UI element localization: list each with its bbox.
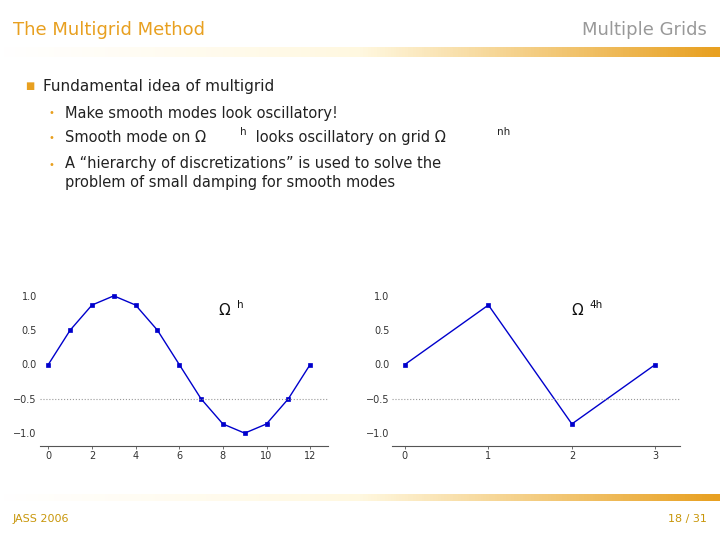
Text: h: h [237, 300, 243, 310]
Text: JASS 2006: JASS 2006 [13, 515, 69, 524]
Text: problem of small damping for smooth modes: problem of small damping for smooth mode… [65, 175, 395, 190]
Text: looks oscillatory on grid Ω: looks oscillatory on grid Ω [251, 130, 445, 145]
Text: Ω: Ω [218, 303, 230, 318]
Text: •: • [49, 109, 55, 118]
Text: Fundamental idea of multigrid: Fundamental idea of multigrid [43, 79, 274, 94]
Text: Make smooth modes look oscillatory!: Make smooth modes look oscillatory! [65, 106, 338, 121]
Text: Multiple Grids: Multiple Grids [582, 21, 707, 39]
Text: 18 / 31: 18 / 31 [668, 515, 707, 524]
Text: Smooth mode on Ω: Smooth mode on Ω [65, 130, 206, 145]
Text: The Multigrid Method: The Multigrid Method [13, 21, 205, 39]
Text: h: h [240, 127, 247, 137]
Text: 4h: 4h [590, 300, 603, 310]
Text: A “hierarchy of discretizations” is used to solve the: A “hierarchy of discretizations” is used… [65, 156, 441, 171]
Text: ■: ■ [25, 82, 35, 91]
Text: nh: nh [497, 127, 510, 137]
Text: •: • [49, 133, 55, 143]
Text: Ω: Ω [571, 303, 582, 318]
Text: •: • [49, 160, 55, 170]
